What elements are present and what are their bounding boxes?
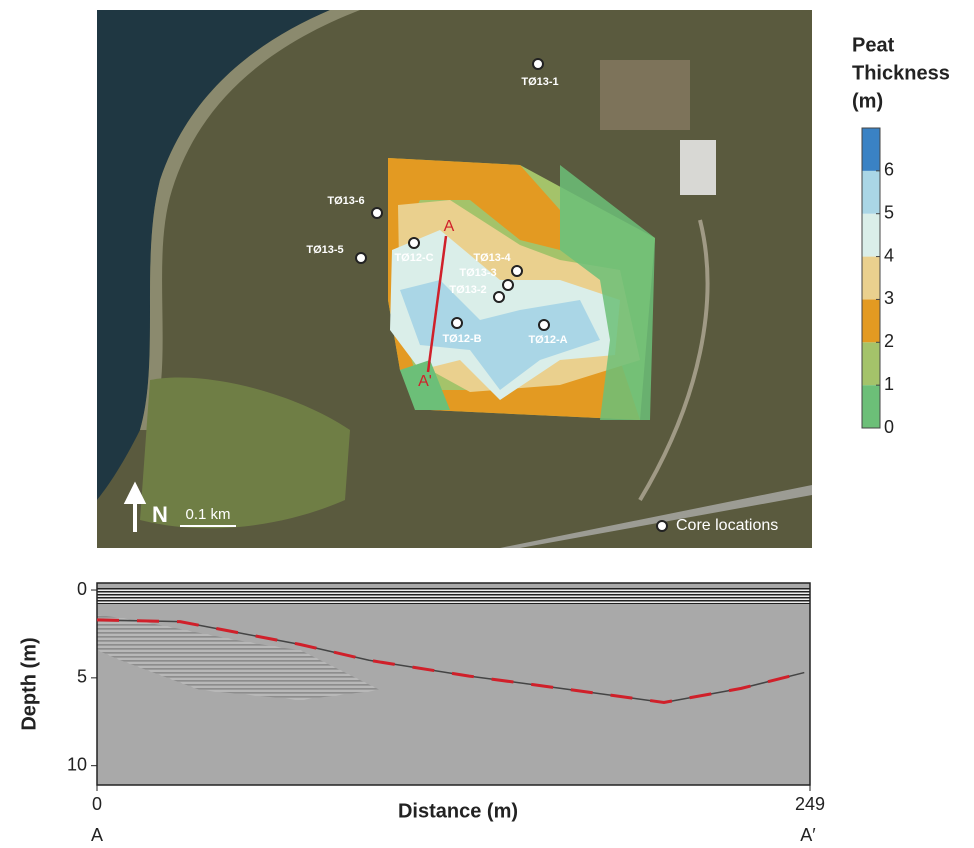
legend-swatch — [862, 342, 880, 385]
core-marker — [512, 266, 522, 276]
core-marker — [372, 208, 382, 218]
legend-tick-label: 6 — [884, 160, 894, 180]
y-axis-title: Depth (m) — [18, 637, 40, 730]
y-tick-label: 5 — [77, 667, 87, 687]
legend-tick-label: 3 — [884, 288, 894, 308]
legend-swatch — [862, 214, 880, 257]
profile-start: A — [91, 825, 103, 845]
core-legend-label: Core locations — [676, 517, 778, 534]
core-marker — [503, 280, 513, 290]
core-legend-marker — [657, 521, 667, 531]
legend-swatch — [862, 299, 880, 342]
core-label: TØ13-3 — [459, 267, 496, 279]
core-label: TØ13-2 — [449, 284, 486, 296]
core-label: TØ13-4 — [473, 252, 511, 264]
core-label: TØ12-C — [394, 252, 433, 264]
core-marker — [533, 59, 543, 69]
legend: Peat Thickness (m) 0 1 2 3 4 5 6 — [852, 34, 950, 436]
legend-swatch — [862, 171, 880, 214]
y-tick-label: 10 — [67, 754, 87, 774]
map-image — [97, 10, 812, 548]
core-label: TØ12-A — [528, 334, 567, 346]
scale-label: 0.1 km — [185, 506, 230, 523]
core-label: TØ13-6 — [327, 195, 364, 207]
legend-title: Peat — [852, 34, 895, 56]
legend-tick-label: 4 — [884, 245, 894, 265]
legend-tick-label: 5 — [884, 202, 894, 222]
x-axis-title: Distance (m) — [398, 800, 518, 822]
core-label: TØ12-B — [442, 333, 481, 345]
profile-end: A′ — [800, 825, 816, 845]
x-tick-label: 0 — [92, 794, 102, 814]
legend-tick-label: 1 — [884, 374, 894, 394]
legend-title: Thickness — [852, 62, 950, 84]
radargram-surface — [97, 588, 810, 604]
legend-swatch — [862, 257, 880, 300]
legend-swatch — [862, 128, 880, 171]
core-marker — [452, 318, 462, 328]
legend-swatch — [862, 385, 880, 428]
north-label: N — [152, 502, 168, 527]
core-marker — [356, 253, 366, 263]
core-marker — [539, 320, 549, 330]
transect-label: A — [444, 218, 455, 235]
legend-tick-label: 2 — [884, 331, 894, 351]
transect-label: A' — [418, 373, 432, 390]
legend-title: (m) — [852, 90, 883, 112]
figure: TØ13-1 TØ13-6 TØ13-5 TØ12-C TØ13-4 TØ13-3 TØ13… — [0, 0, 974, 848]
x-tick-label: 249 — [795, 794, 825, 814]
page: TØ13-1 TØ13-6 TØ13-5 TØ12-C TØ13-4 TØ13-3 TØ13… — [0, 0, 974, 848]
core-marker — [494, 292, 504, 302]
core-label: TØ13-5 — [306, 244, 343, 256]
legend-tick-label: 0 — [884, 417, 894, 437]
core-marker — [409, 238, 419, 248]
y-tick-label: 0 — [77, 579, 87, 599]
core-label: TØ13-1 — [521, 76, 558, 88]
